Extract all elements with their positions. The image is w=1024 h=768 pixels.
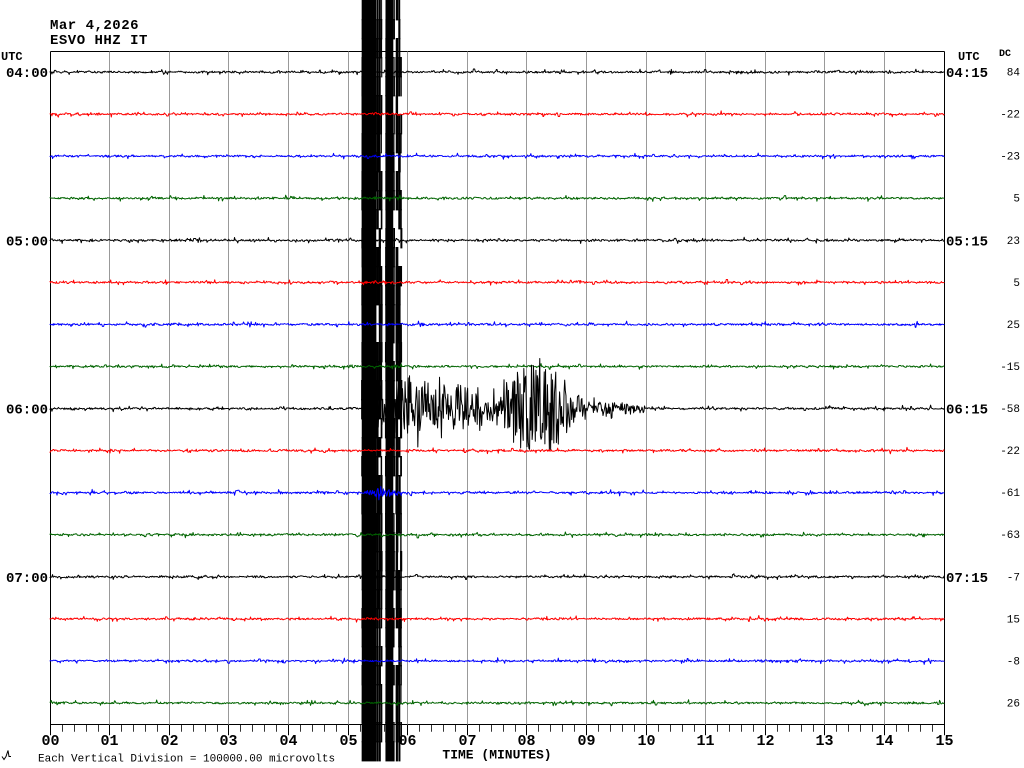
svg-text:02: 02 [160,733,178,750]
svg-text:15: 15 [1007,614,1020,626]
svg-text:ESVO HHZ IT: ESVO HHZ IT [50,33,148,49]
svg-text:10: 10 [637,733,655,750]
svg-text:-58: -58 [1000,404,1020,416]
svg-text:03: 03 [219,733,237,750]
svg-text:UTC: UTC [958,50,980,64]
svg-text:06: 06 [398,733,416,750]
svg-text:07:00: 07:00 [6,571,48,587]
svg-text:-7: -7 [1007,572,1020,584]
svg-text:-22: -22 [1000,110,1020,122]
svg-text:07:15: 07:15 [946,571,988,587]
svg-text:12: 12 [756,733,774,750]
svg-text:06:00: 06:00 [6,403,48,419]
svg-text:-23: -23 [1000,152,1020,164]
svg-text:15: 15 [935,733,953,750]
svg-text:26: 26 [1007,699,1020,711]
svg-text:-61: -61 [1000,488,1020,500]
svg-text:25: 25 [1007,320,1020,332]
svg-text:04:15: 04:15 [946,66,988,82]
svg-text:5: 5 [1013,278,1020,290]
svg-text:-8: -8 [1007,656,1020,668]
svg-text:-63: -63 [1000,530,1020,542]
svg-text:05:15: 05:15 [946,234,988,250]
svg-text:Mar 4,2026: Mar 4,2026 [50,18,139,34]
svg-text:14: 14 [875,733,893,750]
svg-text:13: 13 [815,733,833,750]
svg-text:5: 5 [1013,194,1020,206]
svg-text:06:15: 06:15 [946,403,988,419]
svg-text:23: 23 [1007,236,1020,248]
svg-text:Each Vertical Division = 10000: Each Vertical Division = 100000.00 micro… [38,754,335,766]
svg-text:11: 11 [696,733,714,750]
svg-text:84: 84 [1007,68,1021,80]
svg-text:05: 05 [339,733,357,750]
svg-text:04: 04 [279,733,297,750]
svg-text:DC: DC [999,49,1011,60]
svg-text:01: 01 [100,733,118,750]
svg-text:09: 09 [577,733,595,750]
svg-text:05:00: 05:00 [6,234,48,250]
svg-text:TIME (MINUTES): TIME (MINUTES) [442,748,551,763]
svg-text:-15: -15 [1000,362,1020,374]
svg-text:00: 00 [41,733,59,750]
svg-text:-22: -22 [1000,446,1020,458]
svg-text:UTC: UTC [1,50,23,64]
svg-text:04:00: 04:00 [6,66,48,82]
